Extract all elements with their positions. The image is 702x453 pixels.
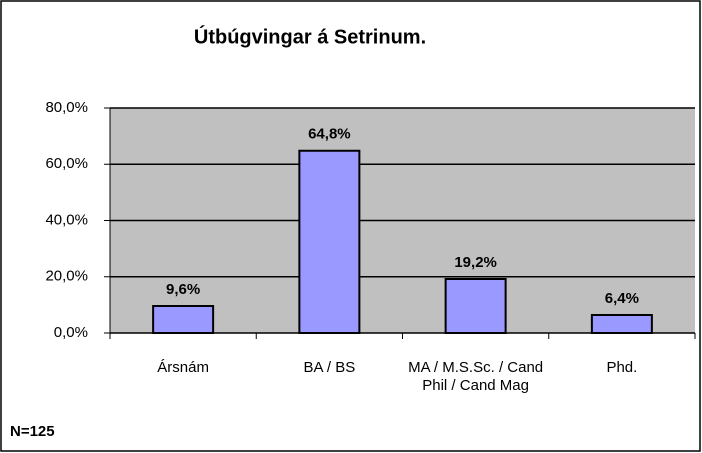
y-tick-label: 0,0% (54, 324, 88, 341)
x-tick-label: BA / BS (303, 359, 356, 376)
annotation: N=125 (10, 423, 55, 440)
bar (152, 305, 215, 334)
bar (298, 149, 361, 334)
data-label: 6,4% (605, 290, 639, 307)
y-tick-label: 80,0% (45, 99, 88, 116)
x-tick-label: MA / M.S.Sc. / Cand Phil / Cand Mag (408, 359, 544, 394)
data-label: 9,6% (166, 281, 200, 298)
y-tick-label: 20,0% (45, 268, 88, 285)
chart-title: Útbúgvingar á Setrinum. (194, 24, 426, 48)
bar (590, 314, 653, 334)
data-label: 64,8% (308, 126, 351, 143)
data-label: 19,2% (454, 254, 497, 271)
x-tick-label: Phd. (606, 359, 638, 376)
x-tick-label: Ársnám (157, 359, 209, 376)
y-tick-label: 60,0% (45, 155, 88, 172)
bar (444, 278, 507, 334)
y-tick-label: 40,0% (45, 211, 88, 228)
